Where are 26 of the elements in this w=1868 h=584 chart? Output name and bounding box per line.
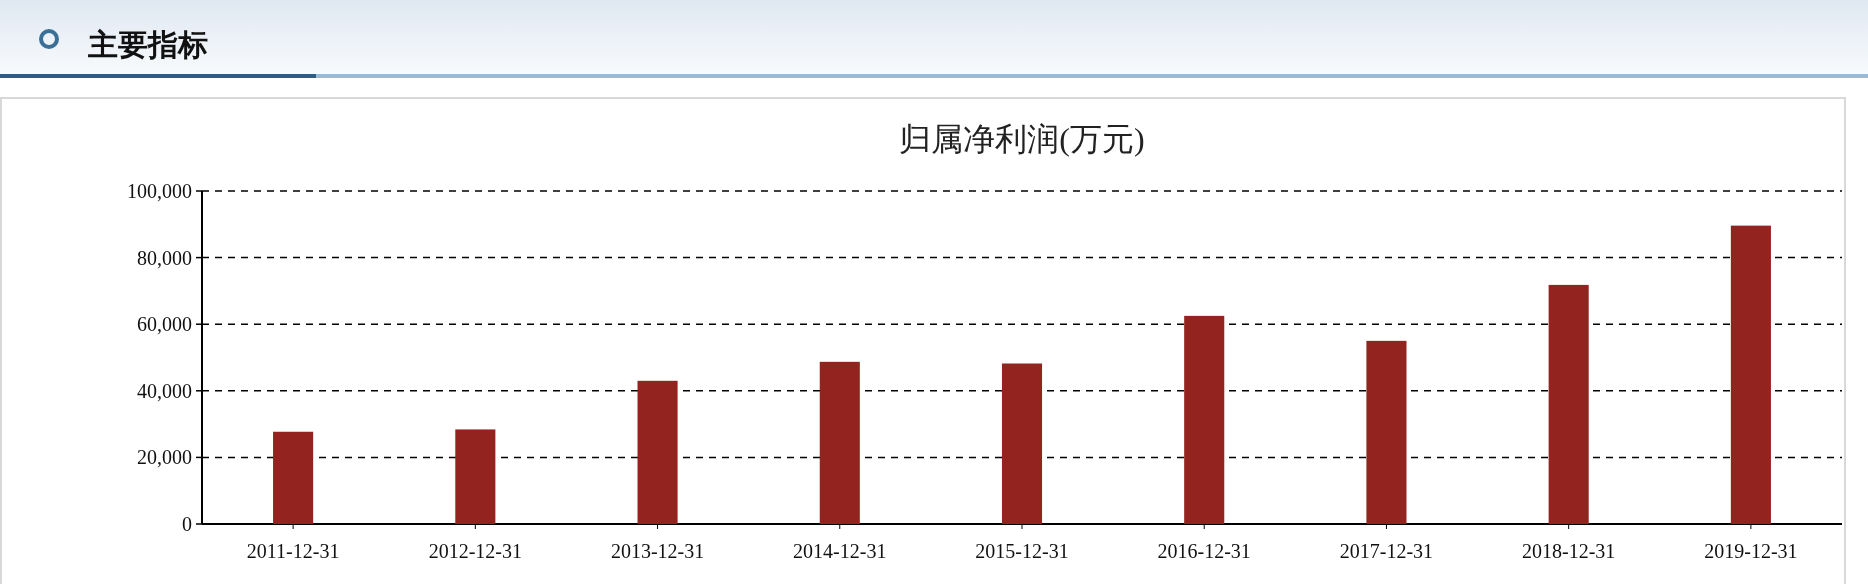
bar — [455, 429, 496, 524]
x-tick-label: 2012-12-31 — [428, 540, 522, 562]
x-tick-label: 2011-12-31 — [246, 540, 340, 562]
x-tick-label: 2017-12-31 — [1339, 540, 1434, 562]
bar — [1184, 315, 1225, 524]
chart-title: 归属净利润(万元) — [899, 121, 1145, 157]
text: 主要指标 — [87, 28, 208, 61]
y-tick-label: 20,000 — [137, 446, 192, 469]
y-tick-label: 0 — [182, 513, 192, 535]
bar — [273, 431, 314, 524]
y-tick-label: 100,000 — [127, 180, 192, 202]
y-tick-label: 80,000 — [137, 246, 192, 269]
bar — [819, 361, 860, 524]
x-tick-label: 2013-12-31 — [610, 540, 705, 562]
bar — [1001, 363, 1043, 524]
y-tick-label: 60,000 — [137, 313, 192, 336]
x-tick-label: 2015-12-31 — [975, 540, 1069, 562]
y-tick-label: 40,000 — [137, 379, 192, 402]
x-tick-label: 2019-12-31 — [1704, 540, 1798, 562]
x-tick-label: 2016-12-31 — [1157, 540, 1251, 562]
bar — [1366, 340, 1407, 524]
x-tick-label: 2018-12-31 — [1522, 540, 1616, 562]
bar — [637, 380, 678, 524]
bar — [1730, 225, 1771, 524]
x-tick-label: 2014-12-31 — [793, 540, 887, 562]
bar — [1548, 284, 1589, 524]
